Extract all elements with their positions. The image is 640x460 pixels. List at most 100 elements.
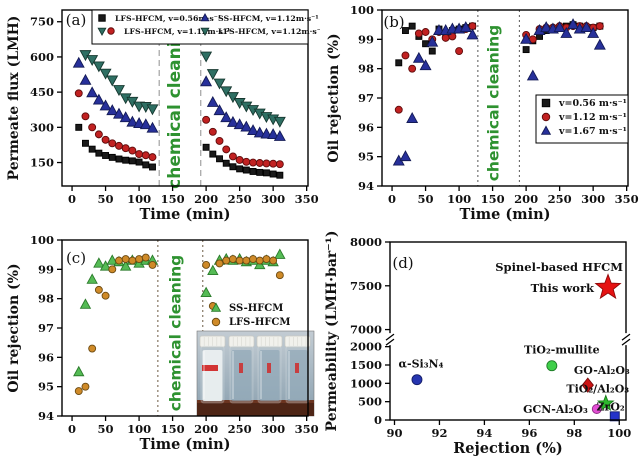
y-tick-label: 300 [30, 120, 54, 134]
x-tick-label: 50 [418, 192, 434, 206]
x-tick-label: 90 [386, 426, 402, 440]
tridown-legend-icon [97, 27, 107, 36]
data-point [128, 157, 136, 165]
y-tick-label: 750 [30, 15, 54, 29]
data-point [255, 256, 264, 265]
clear-permeate-liquid [259, 350, 280, 401]
data-point [207, 264, 219, 275]
data-point [591, 404, 602, 414]
data-point [209, 150, 217, 158]
data-point [408, 64, 417, 73]
data-point [247, 124, 260, 136]
data-point [128, 256, 137, 265]
y-tick-label: 99 [38, 262, 54, 276]
data-point [202, 115, 211, 124]
square-legend-icon [541, 98, 551, 108]
y-tick-label: 500 [358, 395, 382, 409]
data-point [222, 145, 231, 154]
data-point [596, 394, 615, 412]
table-edge [197, 400, 314, 403]
x-tick-label: 300 [261, 192, 285, 206]
data-point [73, 365, 85, 377]
data-point [587, 26, 600, 38]
data-point [567, 18, 580, 30]
legend: SS-HFCM LFS-HFCM [210, 302, 290, 328]
data-point [146, 104, 159, 116]
data-point [216, 155, 223, 163]
data-point [220, 86, 233, 98]
y-tick-label: 100 [30, 233, 54, 247]
axis-break-mask [622, 333, 630, 346]
data-point [540, 21, 553, 33]
y-tick-label: 99 [358, 32, 374, 46]
x-axis: 90 92 94 96 98 100 Rejection (%) [386, 420, 631, 457]
chemical-cleaning-region: chemical cleaning [158, 10, 202, 189]
x-tick-label: 300 [581, 192, 605, 206]
data-point [148, 260, 157, 269]
x-tick-label: 350 [615, 192, 639, 206]
cleaning-label: chemical cleaning [166, 255, 184, 412]
panel-d: α-Si₃N₄SiCTiO₂-mulliteGO-Al₂O₃TiO₂/Al₂O₃… [320, 230, 640, 460]
annotation: This work [531, 281, 595, 295]
y-tick-label: 1500 [350, 358, 382, 372]
y-tick-label: 98 [358, 62, 374, 76]
point-label: GO-Al₂O₃ [574, 364, 630, 377]
legend-item-label: LFS-HFCM [229, 317, 290, 328]
legend-item-label: LFS-HFCM, v=0.56m·s⁻¹ [115, 14, 221, 23]
legend-item-label: v=0.56 m·s⁻¹ [558, 98, 627, 109]
axis-break-mark [385, 333, 395, 341]
data-point [79, 298, 92, 309]
y-tick-label: 7500 [350, 279, 382, 293]
data-point [82, 139, 89, 147]
inset-photo [196, 330, 315, 417]
data-point [135, 255, 144, 264]
panel-b: chemical cleaning 0 50 100 150 200 250 300 350 Ti… [320, 0, 640, 230]
data-point [86, 86, 99, 98]
data-point [106, 75, 119, 87]
point-label: ZrO₂ [597, 400, 625, 413]
y-tick-label: 450 [30, 85, 54, 99]
data-point [94, 130, 103, 139]
x-tick-label: 0 [68, 192, 76, 206]
data-point [213, 104, 226, 116]
data-point [236, 165, 244, 173]
data-point [101, 135, 110, 144]
data-point [441, 33, 450, 42]
data-point [121, 144, 130, 153]
data-point [135, 158, 143, 166]
data-point [88, 123, 97, 132]
data-point [274, 248, 286, 259]
series-0 [75, 123, 284, 179]
y-axis-title: Oil rejection (%) [6, 263, 22, 392]
x-tick-label: 200 [514, 192, 538, 206]
triup-legend-icon [210, 302, 222, 312]
data-point [202, 143, 210, 151]
data-point [253, 126, 266, 138]
data-point [200, 286, 212, 297]
data-point [135, 150, 144, 159]
data-point [88, 145, 96, 153]
sample-vial-permeate [228, 335, 255, 404]
axis-break-mask [386, 333, 394, 346]
data-point [267, 128, 280, 140]
data-point [222, 159, 230, 167]
data-point [399, 150, 412, 162]
table-surface [197, 400, 314, 416]
data-point [112, 85, 125, 97]
data-point [202, 260, 211, 269]
labelled-point: TiO₂/Al₂O₃ [566, 382, 629, 412]
legend-item: SS-HFCM [210, 302, 283, 314]
legend-item-label: v=1.67 m·s⁻¹ [558, 126, 627, 137]
y-tick-label: 150 [30, 156, 54, 170]
x-tick-label: 250 [228, 192, 252, 206]
data-point [215, 259, 224, 268]
data-point [546, 360, 558, 372]
sample-vial-feed [199, 335, 226, 404]
data-point [220, 111, 233, 123]
data-point [99, 99, 112, 111]
legend-item: LFS-HFCM, v=0.56m·s⁻¹ [98, 14, 221, 23]
x-axis-title: Time (min) [459, 206, 550, 223]
data-point [249, 168, 257, 175]
data-point [146, 121, 159, 133]
